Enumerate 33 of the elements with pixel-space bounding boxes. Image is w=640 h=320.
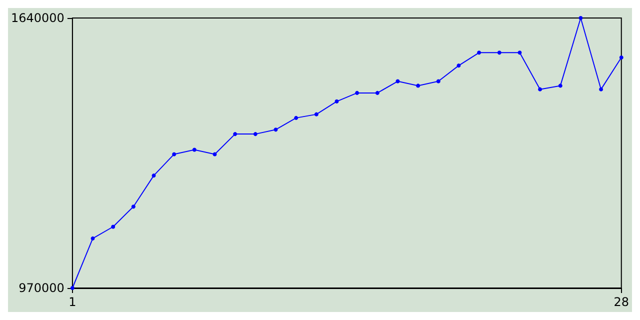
point — [619, 55, 624, 60]
y-tick-label: 1640000 — [10, 11, 64, 25]
point — [131, 204, 136, 209]
point — [416, 84, 420, 88]
x-tick-label: 1 — [68, 295, 76, 309]
point — [294, 116, 298, 120]
point — [558, 84, 562, 88]
point — [334, 99, 339, 104]
point — [436, 79, 440, 84]
point — [172, 152, 176, 156]
point — [90, 236, 95, 240]
point — [599, 87, 604, 92]
line-series — [70, 16, 624, 290]
point — [355, 90, 360, 95]
point — [456, 64, 461, 68]
point — [111, 224, 116, 229]
point — [578, 16, 583, 20]
y-tick-label: 970000 — [18, 281, 64, 295]
point — [518, 50, 522, 55]
point — [233, 132, 238, 136]
point — [253, 132, 258, 136]
x-tick-label: 28 — [614, 295, 630, 309]
point — [497, 50, 502, 55]
point — [152, 174, 156, 178]
point — [212, 152, 217, 156]
point — [314, 112, 318, 116]
point — [375, 90, 380, 95]
point — [477, 50, 482, 55]
point — [538, 87, 542, 92]
point — [274, 128, 278, 132]
point — [396, 79, 400, 84]
point — [192, 148, 196, 152]
point — [70, 286, 74, 290]
